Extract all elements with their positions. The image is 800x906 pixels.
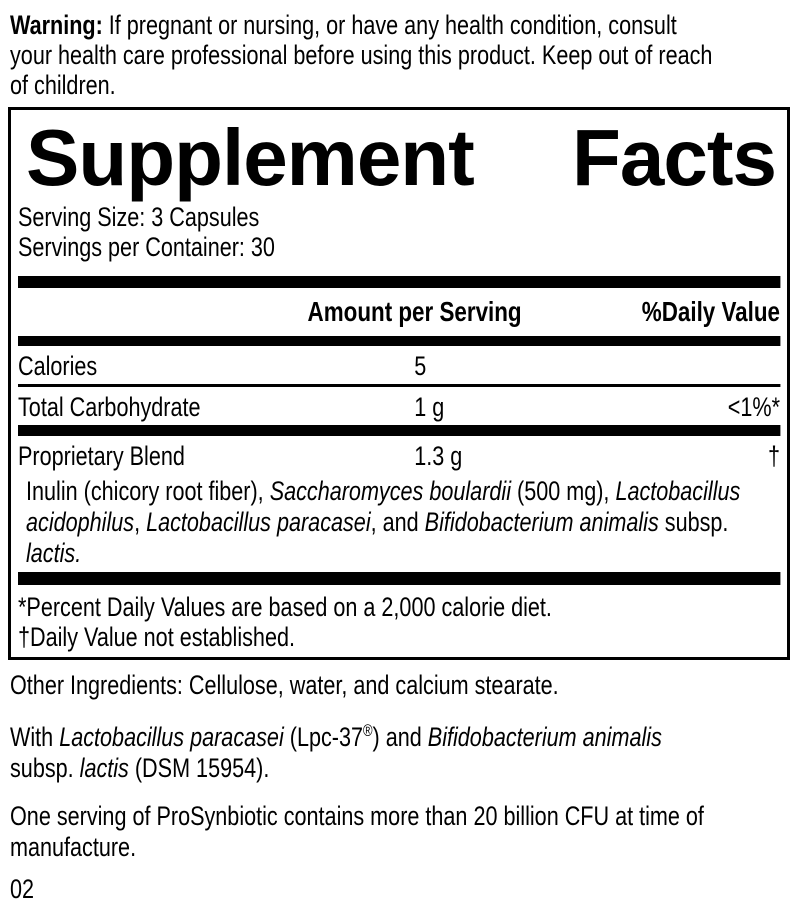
warning-section: Warning: If pregnant or nursing, or have… — [0, 10, 800, 100]
proprietary-blend-ingredients: Inulin (chicory root fiber), Saccharomyc… — [26, 476, 741, 568]
row-amount: 1 g — [414, 392, 445, 422]
other-ingredients-text: Other Ingredients: Cellulose, water, and… — [10, 670, 559, 700]
cfu-note-text: One serving of ProSynbiotic contains mor… — [10, 801, 704, 862]
panel-title-word-facts: Facts — [572, 113, 777, 202]
row-daily-value: † — [767, 441, 780, 471]
divider-bar-top — [18, 276, 780, 288]
table-row-calories: Calories 5 — [18, 346, 780, 384]
divider-rule-thin — [18, 384, 780, 387]
footnote-daily-value-not-established: †Daily Value not established. — [18, 622, 295, 652]
strains-note-text: With Lactobacillus paracasei (Lpc-37®) a… — [10, 722, 662, 783]
row-label: Total Carbohydrate — [18, 392, 201, 422]
row-label: Proprietary Blend — [18, 441, 185, 471]
supplement-label: Warning: If pregnant or nursing, or have… — [0, 10, 800, 906]
row-amount: 1.3 g — [414, 441, 463, 471]
servings-per-container-line: Servings per Container: 30 — [18, 232, 275, 262]
row-amount: 5 — [414, 351, 427, 381]
panel-title-word-supplement: Supplement — [26, 113, 475, 202]
table-row-total-carbohydrate: Total Carbohydrate 1 g <1%* — [18, 387, 780, 425]
divider-bar-header — [18, 336, 780, 346]
supplement-facts-panel: Supplement Facts Serving Size: 3 Capsule… — [8, 107, 790, 660]
row-daily-value: <1%* — [727, 392, 780, 422]
panel-title: Supplement Facts — [18, 110, 780, 198]
table-row-proprietary-blend: Proprietary Blend 1.3 g † — [18, 436, 780, 474]
below-panel-section: Other Ingredients: Cellulose, water, and… — [0, 670, 800, 904]
divider-bar-mid — [18, 425, 780, 436]
warning-text: Warning: If pregnant or nursing, or have… — [10, 10, 713, 100]
table-header-row: Amount per Serving %Daily Value — [18, 288, 780, 336]
daily-value-header: %Daily Value — [641, 296, 780, 327]
amount-per-serving-header: Amount per Serving — [307, 296, 522, 327]
panel-body: Serving Size: 3 Capsules Servings per Co… — [18, 202, 780, 652]
row-label: Calories — [18, 351, 98, 381]
footnote-percent-daily-values: *Percent Daily Values are based on a 2,0… — [18, 592, 552, 622]
page-number: 02 — [10, 874, 35, 904]
divider-bar-bottom — [18, 572, 780, 585]
serving-size-line: Serving Size: 3 Capsules — [18, 202, 260, 232]
